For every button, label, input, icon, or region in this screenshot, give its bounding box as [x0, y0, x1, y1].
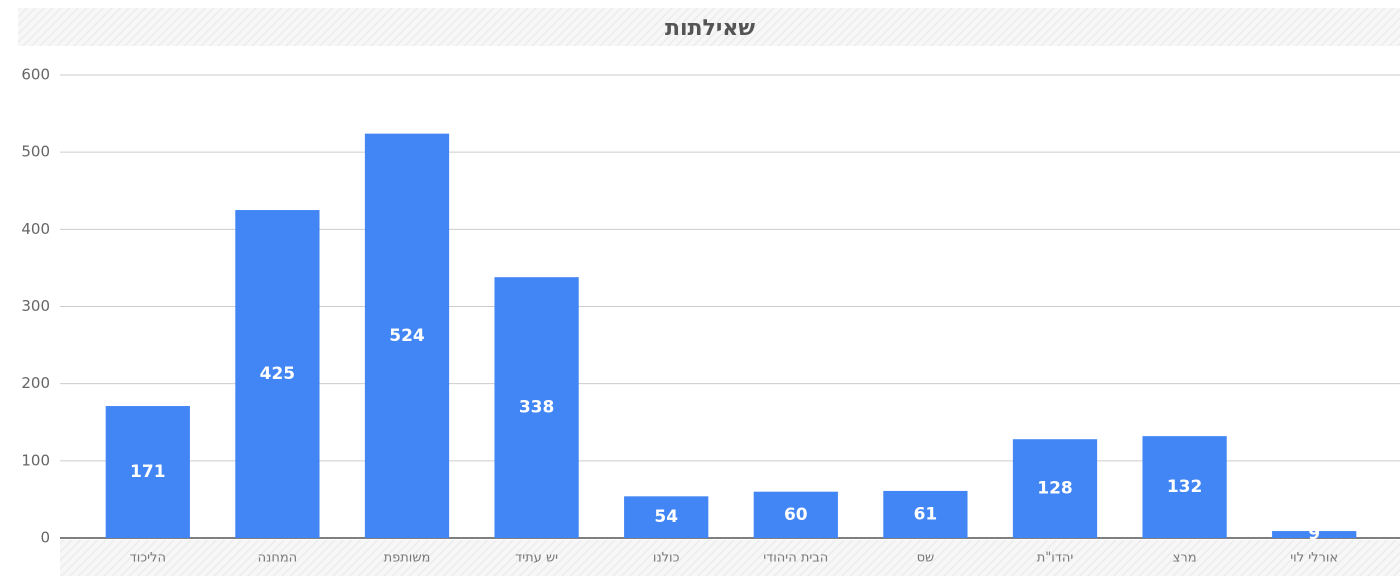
- value-label: 61: [914, 504, 938, 524]
- bar: [105, 406, 190, 538]
- bar: [494, 277, 579, 538]
- title-band: [18, 8, 1400, 46]
- x-tick-label: הליכוד: [130, 551, 166, 566]
- y-tick-label: 0: [40, 529, 50, 547]
- value-label: 524: [389, 326, 425, 346]
- x-tick-label: הבית היהודי: [763, 551, 828, 566]
- y-tick-label: 500: [21, 143, 50, 161]
- x-tick-label: כולנו: [653, 551, 680, 566]
- x-tick-label: מרצ: [1173, 551, 1197, 566]
- y-tick-label: 600: [21, 66, 50, 84]
- bar: [883, 490, 968, 538]
- y-tick-label: 400: [21, 220, 50, 238]
- x-tick-label: המחנה: [258, 551, 298, 566]
- bar: [364, 133, 450, 538]
- chart-title: שאילתות: [665, 16, 755, 41]
- bar: [753, 491, 838, 538]
- y-tick-label: 200: [21, 374, 50, 392]
- bar: [624, 496, 709, 538]
- value-label: 60: [784, 505, 808, 525]
- value-label: 338: [519, 398, 555, 418]
- value-label: 132: [1167, 477, 1203, 497]
- value-label: 171: [130, 462, 166, 482]
- value-label: 9: [1308, 524, 1320, 544]
- value-label: 425: [260, 364, 296, 384]
- x-tick-label: יהדו"ת: [1037, 551, 1074, 566]
- bar: [1012, 439, 1098, 538]
- axis-band: [60, 540, 1400, 576]
- y-tick-label: 300: [21, 297, 50, 315]
- value-label: 128: [1037, 479, 1073, 499]
- x-tick-label: יש עתיד: [515, 551, 558, 566]
- value-label: 54: [654, 507, 678, 527]
- bar: [235, 210, 320, 538]
- x-tick-label: שס: [917, 551, 935, 566]
- bar: [1142, 436, 1227, 538]
- bar: [1272, 531, 1357, 538]
- y-tick-label: 100: [21, 451, 50, 469]
- x-tick-label: משותפת: [384, 551, 431, 566]
- x-tick-label: אורלי לוי: [1290, 551, 1338, 566]
